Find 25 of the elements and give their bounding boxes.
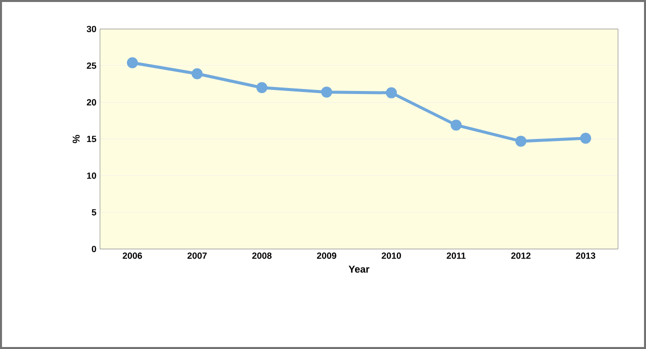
point (256, 82, 268, 94)
x-tick-label: 2010 (382, 252, 401, 259)
x-tick-label: 2011 (446, 252, 466, 259)
point (386, 87, 397, 98)
y-tick-label: 5 (92, 209, 96, 216)
x-tick-label: 2008 (252, 252, 272, 259)
point (126, 57, 138, 68)
y-tick-label: 10 (87, 172, 96, 179)
point (192, 68, 203, 80)
x-tick-label: 2013 (576, 252, 596, 259)
x-tick-label: 2006 (122, 252, 142, 259)
y-tick-label: 25 (86, 62, 96, 69)
x-axis-title: Year (348, 266, 370, 273)
point (580, 132, 592, 144)
y-tick-label: 0 (92, 246, 96, 252)
y-tick-label: 15 (87, 136, 96, 142)
x-tick-label: 2012 (511, 252, 530, 259)
y-axis-title: % (72, 134, 80, 144)
x-tick-label: 2007 (187, 252, 207, 259)
point (515, 136, 526, 147)
point (321, 86, 332, 98)
y-tick-label: 30 (86, 26, 96, 32)
x-tick-label: 2009 (316, 252, 336, 259)
y-tick-label: 20 (86, 99, 96, 106)
point (450, 120, 462, 131)
